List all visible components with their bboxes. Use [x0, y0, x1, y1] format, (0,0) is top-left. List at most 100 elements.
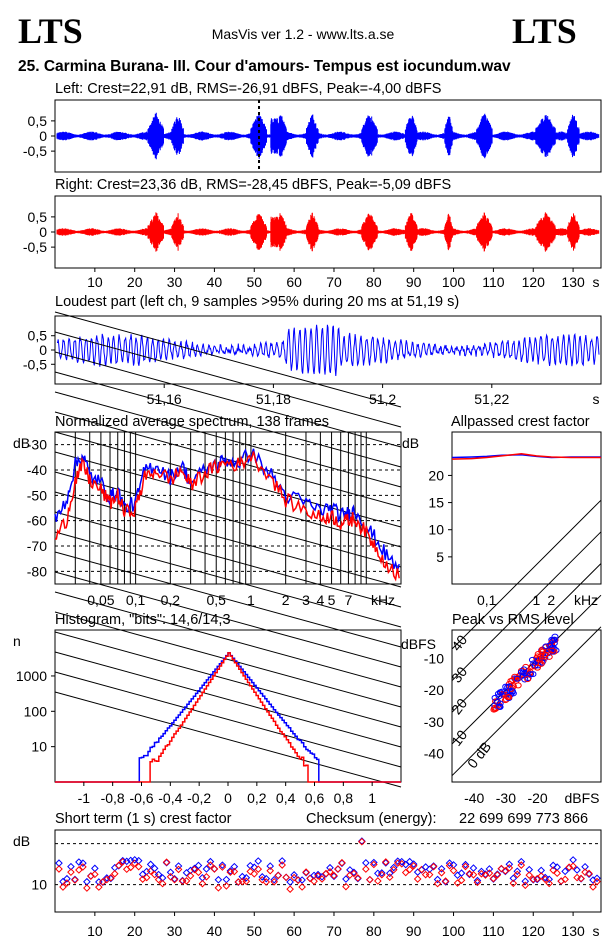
peak-rms-point — [514, 682, 522, 689]
time-axis-label: 40 — [207, 274, 223, 290]
histogram-xtick-label: 0,4 — [276, 790, 296, 806]
short-term-right-point — [342, 882, 350, 891]
short-term-right-point — [425, 870, 434, 879]
short-term-right-point — [266, 866, 275, 875]
peak-rms-point — [533, 655, 541, 662]
right-channel-ytick-label: -0,5 — [23, 239, 47, 255]
short-term-xtick-label: 50 — [246, 923, 262, 939]
peak-rms-diagonal-label: 0 dB — [464, 739, 494, 772]
peak-rms-diagonal-label: 20 — [448, 695, 470, 717]
short-term-right-point — [142, 873, 151, 882]
spectrum-ylabel: dB — [13, 435, 30, 451]
short-term-right-point — [110, 869, 119, 878]
spectrum-slope-line — [54, 351, 402, 448]
loudest-ytick-label: 0,5 — [28, 328, 48, 344]
short-term-left-point — [350, 868, 358, 877]
histogram-ytick-label: 100 — [24, 703, 48, 719]
short-term-right-point — [358, 837, 366, 846]
short-term-left-point — [202, 865, 211, 873]
peak-rms-point — [551, 633, 559, 640]
short-term-right-point — [437, 868, 446, 877]
short-term-right-point — [517, 861, 526, 869]
histogram-xtick-label: 0,6 — [305, 790, 325, 806]
crest-title: Allpassed crest factor — [451, 414, 590, 430]
short-term-right-point — [186, 872, 195, 880]
short-term-left-point — [401, 860, 410, 869]
short-term-left-point — [453, 871, 462, 880]
short-term-title: Short term (1 s) crest factor — [55, 811, 232, 827]
spectrum-title: Normalized average spectrum, 138 frames — [55, 414, 330, 430]
short-term-right-point — [401, 868, 410, 877]
short-term-left-point — [469, 864, 478, 872]
peak-rms-point — [548, 647, 556, 654]
short-term-right-point — [457, 876, 466, 885]
peak-rms-xtick-label: -40 — [464, 790, 484, 806]
peak-rms-point — [533, 664, 541, 671]
histogram-xtick-label: 0,2 — [247, 790, 267, 806]
short-term-left-point — [493, 870, 502, 878]
peak-rms-xtick-label: -20 — [527, 790, 547, 806]
short-term-right-point — [278, 861, 286, 869]
peak-rms-point — [530, 660, 538, 667]
short-term-right-point — [210, 865, 219, 873]
short-term-left-point — [194, 861, 203, 870]
spectrum-ytick-label: -30 — [27, 437, 47, 453]
short-term-right-point — [549, 866, 557, 875]
logo-right: LTS — [512, 11, 577, 51]
histogram-ylabel: n — [13, 633, 21, 649]
short-term-xunit: s — [593, 923, 600, 939]
short-term-right-point — [242, 877, 251, 886]
short-term-right-point — [334, 865, 342, 873]
spectrum-slope-line — [54, 611, 402, 708]
short-term-right-point — [162, 858, 171, 866]
spectrum-slope-line — [54, 451, 402, 548]
peak-rms-xtick-label: -30 — [496, 790, 516, 806]
spectrum-slope-line — [54, 651, 402, 748]
short-term-left-point — [370, 858, 378, 867]
spectrum-slope-line — [54, 311, 402, 408]
short-term-right-point — [250, 870, 259, 878]
short-term-xtick-label: 100 — [442, 923, 466, 939]
short-term-left-point — [146, 860, 155, 869]
peak-rms-point — [537, 660, 545, 667]
short-term-left-point — [298, 876, 306, 884]
short-term-right-point — [429, 862, 438, 871]
spectrum-ytick-label: -60 — [27, 513, 47, 529]
spectrum-slope-line — [54, 491, 402, 588]
short-term-left-point — [573, 866, 581, 874]
short-term-right-point — [509, 879, 518, 888]
short-term-right-point — [174, 865, 183, 874]
short-term-right-point — [485, 869, 494, 877]
short-term-right-point — [83, 884, 91, 892]
peak-rms-point — [548, 644, 556, 651]
loudest-ytick-label: -0,5 — [23, 356, 47, 372]
crest-ytick-label: 20 — [428, 467, 444, 483]
spectrum-xunit: kHz — [371, 592, 395, 608]
short-term-left-point — [158, 874, 167, 882]
short-term-right-point — [513, 870, 522, 879]
short-term-right-point — [469, 870, 478, 879]
checksum-label: Checksum (energy): — [306, 811, 437, 827]
short-term-right-point — [114, 861, 123, 870]
short-term-left-point — [214, 875, 223, 884]
crest-xtick-label: 1 — [532, 592, 540, 608]
short-term-right-point — [71, 876, 79, 884]
spectrum-frame — [54, 431, 402, 585]
peak-rms-diagonal — [451, 626, 602, 777]
short-term-xtick-label: 110 — [482, 923, 505, 939]
histogram-xtick-label: -0,6 — [129, 790, 153, 806]
short-term-left-point — [270, 875, 279, 884]
short-term-left-point — [170, 874, 179, 883]
short-term-right-point — [409, 861, 418, 870]
short-term-right-point — [202, 872, 211, 881]
spectrum-slope-line — [54, 671, 402, 768]
short-term-right-point — [389, 865, 398, 874]
short-term-left-point — [381, 859, 390, 867]
short-term-left-point — [569, 856, 577, 864]
short-term-right-point — [405, 865, 414, 874]
short-term-right-point — [489, 874, 498, 883]
short-term-right-point — [593, 877, 601, 886]
short-term-right-point — [453, 879, 462, 887]
histogram-right-series — [55, 652, 401, 783]
short-term-left-point — [63, 874, 71, 883]
